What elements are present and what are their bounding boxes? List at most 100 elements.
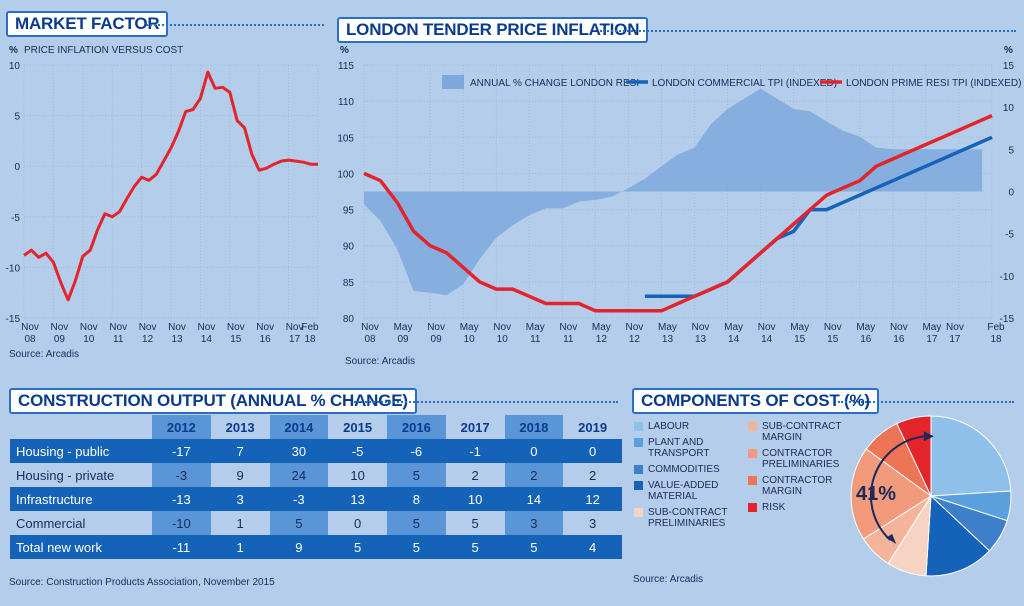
x-tick-label: Nov bbox=[692, 322, 710, 333]
legend-swatch-area bbox=[442, 75, 464, 89]
x-tick-label: Nov bbox=[227, 322, 245, 333]
year-header: 2016 bbox=[387, 415, 446, 439]
x-tick-label: 16 bbox=[893, 334, 905, 345]
x-tick-label: 13 bbox=[171, 334, 183, 345]
x-tick-label: 12 bbox=[142, 334, 154, 345]
london-source: Source: Arcadis bbox=[345, 356, 416, 367]
y-tick-label-right: 5 bbox=[1008, 145, 1014, 156]
components-source: Source: Arcadis bbox=[633, 574, 704, 585]
table-cell: 13 bbox=[328, 487, 387, 511]
table-row: Commercial -10 1 5 0 5 5 3 3 bbox=[10, 511, 622, 535]
x-tick-label: 11 bbox=[530, 334, 541, 345]
table-cell: -6 bbox=[387, 439, 446, 463]
london-unit-left: % bbox=[340, 45, 349, 56]
table-cell: 8 bbox=[387, 487, 446, 511]
year-header-row: 2012 2013 2014 2015 2016 2017 2018 2019 bbox=[10, 415, 622, 439]
table-cell: 5 bbox=[387, 463, 446, 487]
x-tick-label: May bbox=[592, 322, 611, 333]
x-tick-label: 18 bbox=[304, 334, 316, 345]
table-cell: 2 bbox=[504, 463, 564, 487]
x-tick-label: May bbox=[658, 322, 677, 333]
year-header: 2018 bbox=[504, 415, 564, 439]
x-tick-label: May bbox=[790, 322, 809, 333]
x-tick-label: Feb bbox=[987, 322, 1005, 333]
legend-swatch bbox=[748, 476, 757, 485]
table-cell: 24 bbox=[269, 463, 329, 487]
legend-label: CONTRACTOR MARGIN bbox=[762, 475, 833, 497]
table-cell: 5 bbox=[269, 511, 329, 535]
x-tick-label: 12 bbox=[596, 334, 608, 345]
table-cell: -1 bbox=[445, 439, 505, 463]
prime-resi-tpi-line bbox=[363, 113, 993, 313]
x-tick-label: May bbox=[526, 322, 545, 333]
x-tick-label: 16 bbox=[260, 334, 272, 345]
x-tick-label: 15 bbox=[794, 334, 806, 345]
table-cell: 5 bbox=[471, 515, 479, 531]
market-line bbox=[23, 70, 318, 302]
market-source: Source: Arcadis bbox=[9, 349, 80, 360]
legend-swatch bbox=[748, 422, 757, 431]
legend-label: RISK bbox=[762, 502, 786, 513]
legend-label: VALUE-ADDED MATERIAL bbox=[648, 480, 719, 502]
output-source: Source: Construction Products Associatio… bbox=[9, 577, 275, 588]
x-tick-label: Nov bbox=[890, 322, 908, 333]
arrow-head bbox=[923, 431, 934, 442]
x-tick-label: Nov bbox=[51, 322, 69, 333]
x-tick-label: Nov bbox=[286, 322, 304, 333]
market-subtitle: PRICE INFLATION VERSUS COST bbox=[24, 45, 184, 56]
y-tick-label-right: -10 bbox=[1000, 272, 1015, 283]
y-tick-label-left: 95 bbox=[343, 206, 355, 217]
x-tick-label: Nov bbox=[256, 322, 274, 333]
pie-slice bbox=[850, 448, 932, 540]
x-tick-label: 14 bbox=[761, 334, 773, 345]
y-tick-label-left: 110 bbox=[338, 97, 354, 108]
london-title: LONDON TENDER PRICE INFLATION bbox=[337, 17, 649, 43]
x-tick-label: Nov bbox=[168, 322, 186, 333]
pie-share-label: 41% bbox=[856, 483, 896, 505]
x-tick-label: 13 bbox=[662, 334, 674, 345]
table-cell: 2 bbox=[589, 467, 597, 483]
year-header: 2014 bbox=[269, 415, 329, 439]
y-tick-label: 0 bbox=[14, 162, 20, 173]
y-tick-label: -5 bbox=[11, 213, 20, 224]
legend-label: SUB-CONTRACT MARGIN bbox=[762, 421, 842, 443]
table-cell: 1 bbox=[236, 515, 244, 531]
y-tick-label-left: 105 bbox=[337, 133, 354, 144]
table-cell: 30 bbox=[269, 439, 329, 463]
x-tick-label: 09 bbox=[431, 334, 443, 345]
x-tick-label: May bbox=[922, 322, 941, 333]
table-cell: -3 bbox=[152, 463, 211, 487]
year-header: 2012 bbox=[152, 415, 211, 439]
x-tick-label: May bbox=[460, 322, 479, 333]
table-cell: 14 bbox=[504, 487, 564, 511]
legend-label-prime: LONDON PRIME RESI TPI (INDEXED) bbox=[846, 78, 1021, 89]
table-cell: 5 bbox=[504, 535, 564, 559]
pie-slice bbox=[930, 415, 1012, 497]
table-cell: 5 bbox=[328, 535, 387, 559]
table-cell: 5 bbox=[445, 535, 505, 559]
table-cell: 9 bbox=[236, 467, 244, 483]
y-tick-label: 10 bbox=[9, 61, 21, 72]
table-cell: 7 bbox=[210, 439, 270, 463]
x-tick-label: 17 bbox=[289, 334, 301, 345]
table-cell: -5 bbox=[328, 439, 387, 463]
x-tick-label: Feb bbox=[301, 322, 319, 333]
x-tick-label: 12 bbox=[629, 334, 641, 345]
table-cell: 12 bbox=[563, 487, 622, 511]
x-tick-label: Nov bbox=[21, 322, 39, 333]
x-tick-label: Nov bbox=[626, 322, 644, 333]
x-tick-label: Nov bbox=[198, 322, 216, 333]
table-cell: -10 bbox=[152, 511, 211, 535]
x-tick-label: 14 bbox=[201, 334, 213, 345]
table-cell: 0 bbox=[504, 439, 564, 463]
x-tick-label: Nov bbox=[427, 322, 445, 333]
x-tick-label: Nov bbox=[758, 322, 776, 333]
title-rule bbox=[838, 401, 1014, 403]
legend-swatch bbox=[748, 449, 757, 458]
market-unit: % bbox=[9, 45, 18, 56]
legend-label-commercial: LONDON COMMERCIAL TPI (INDEXED) bbox=[652, 78, 837, 89]
y-tick-label-left: 90 bbox=[343, 242, 355, 253]
output-table: 2012 2013 2014 2015 2016 2017 2018 2019 Housing… bbox=[10, 415, 622, 559]
legend-swatch bbox=[634, 422, 643, 431]
